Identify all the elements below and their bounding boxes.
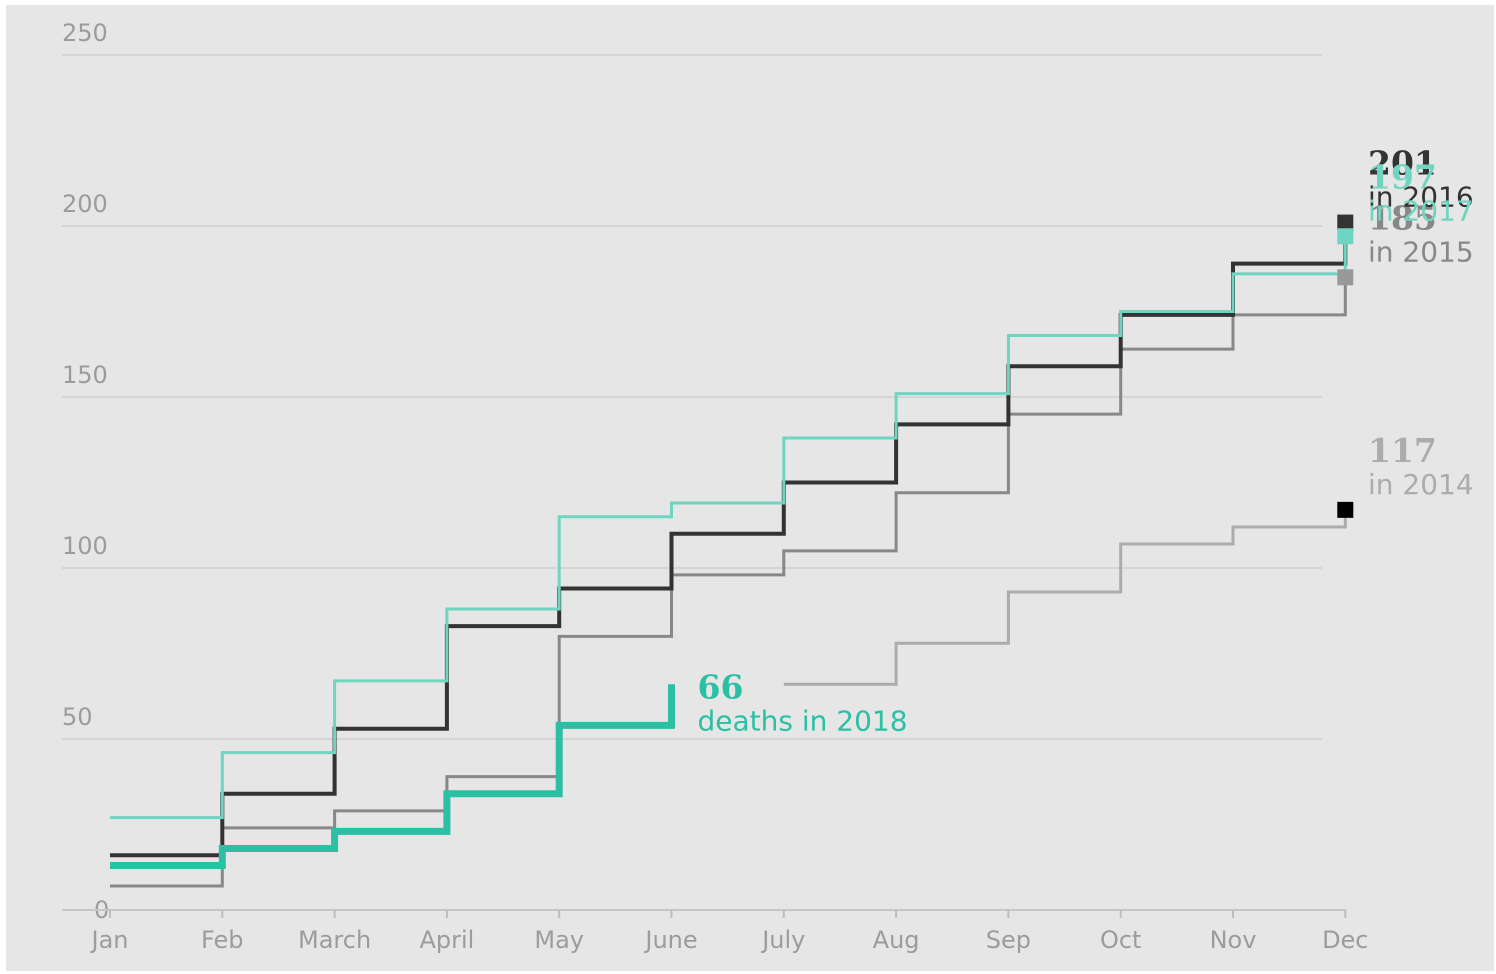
y-tick-label-100: 100 — [62, 532, 108, 560]
end-value-y2018: 66 — [698, 667, 744, 706]
chart-panel: 0 50 100 150 200 250 Jan Feb March April May June J… — [6, 5, 1494, 971]
x-tick-label-nov: Nov — [1210, 926, 1257, 954]
end-value-y2016: 201 — [1368, 144, 1437, 183]
x-tick-label-oct: Oct — [1100, 926, 1142, 954]
x-tick-label-may: May — [534, 926, 584, 954]
series-line-y2018 — [110, 684, 675, 870]
x-tick-label-april: April — [419, 926, 474, 954]
end-markers — [1337, 214, 1354, 518]
y-tick-label-50: 50 — [62, 703, 93, 731]
series-line-y2015 — [110, 277, 1347, 888]
x-tick-label-sep: Sep — [986, 926, 1031, 954]
y-tick-label-200: 200 — [62, 190, 108, 218]
end-caption-y2016: in 2016 — [1368, 181, 1474, 214]
x-tick-label-dec: Dec — [1322, 926, 1368, 954]
series-lines — [110, 222, 1348, 888]
y-tick-label-150: 150 — [62, 361, 108, 389]
end-marker-y2016 — [1337, 214, 1354, 231]
gridlines — [62, 54, 1322, 740]
y-tick-label-250: 250 — [62, 19, 108, 47]
end-caption-y2018: deaths in 2018 — [698, 704, 908, 737]
end-caption-y2015: in 2015 — [1368, 235, 1474, 268]
end-value-y2014: 117 — [1368, 431, 1437, 470]
end-marker-y2015 — [1337, 269, 1354, 286]
end-value-y2017: 197 — [1368, 157, 1437, 196]
x-tick-label-feb: Feb — [201, 926, 244, 954]
series-line-y2017 — [110, 236, 1347, 820]
x-tick-label-july: July — [760, 926, 805, 954]
x-tick-label-june: June — [643, 926, 697, 954]
series-line-y2016 — [110, 222, 1348, 858]
end-caption-y2014: in 2014 — [1368, 468, 1474, 501]
end-value-y2015: 185 — [1368, 198, 1437, 237]
x-tick-label-jan: Jan — [90, 926, 129, 954]
x-tick-label-aug: Aug — [873, 926, 920, 954]
end-caption-y2017: in 2017 — [1368, 194, 1474, 227]
series-line-y2014 — [783, 509, 1347, 686]
end-marker-y2017 — [1337, 228, 1354, 245]
end-marker-y2014 — [1337, 501, 1354, 518]
x-axis: Jan Feb March April May June July Aug Sep Oct Nov D… — [62, 909, 1369, 954]
x-tick-label-march: March — [298, 926, 371, 954]
